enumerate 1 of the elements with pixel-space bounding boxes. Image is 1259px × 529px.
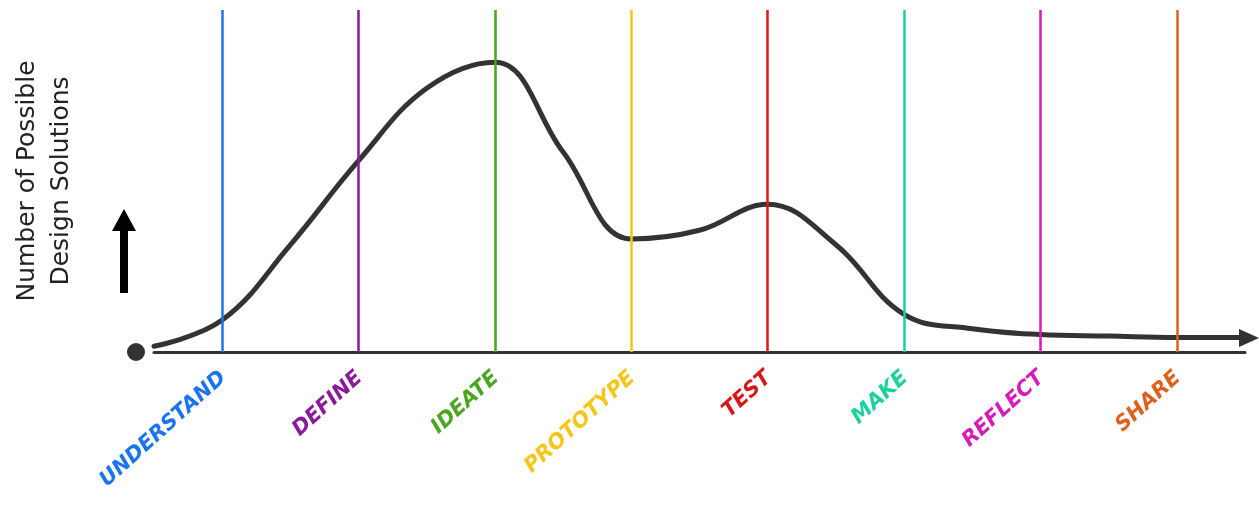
y-axis-title: Number of Possible Design Solutions [10, 60, 74, 302]
